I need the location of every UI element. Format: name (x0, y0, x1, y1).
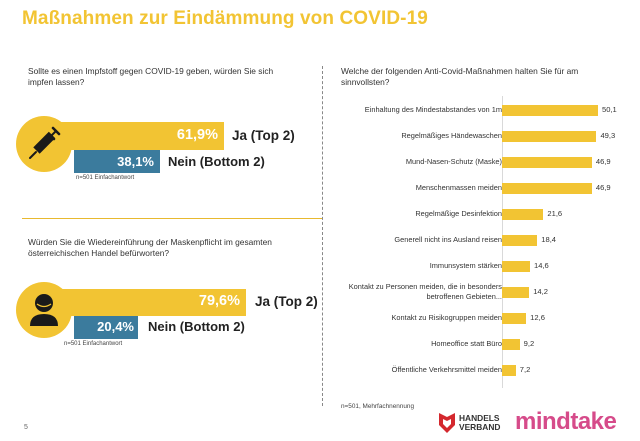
mask-basis: n=501 Einfachantwort (64, 341, 123, 347)
measure-label: Einhaltung des Mindestabstandes von 1m (364, 105, 502, 114)
syringe-icon (16, 116, 72, 172)
handelsverband-text: HANDELS VERBAND (459, 414, 500, 432)
measure-label: Menschenmassen meiden (415, 183, 502, 192)
mask-no-bar (74, 316, 138, 339)
measure-bar (502, 286, 530, 298)
vaccine-question: Sollte es einen Impfstoff gegen COVID-19… (28, 66, 274, 87)
handelsverband-mark-icon (439, 413, 455, 433)
measure-value: 46,9 (595, 157, 611, 166)
measure-value: 9,2 (523, 339, 535, 348)
mask-yes-label: Ja (Top 2) (255, 294, 318, 309)
handelsverband-line1: HANDELS (459, 413, 500, 423)
vaccine-no-bar (74, 150, 160, 173)
measure-bar (502, 182, 592, 194)
mask-yes-value: 79,6% (198, 293, 240, 309)
measure-label: Generell nicht ins Ausland reisen (394, 235, 502, 244)
vaccine-no-value: 38,1% (117, 154, 154, 169)
measure-bar (502, 312, 527, 324)
measure-label: Homeoffice statt Büro (431, 339, 502, 348)
measure-bar (502, 104, 598, 116)
vaccine-yes-value: 61,9% (176, 127, 218, 143)
measure-value: 7,2 (519, 365, 531, 374)
measure-label: Mund-Nasen-Schutz (Maske) (405, 157, 502, 166)
handelsverband-logo: HANDELS VERBAND (437, 411, 515, 437)
vaccine-basis: n=501 Einfachantwort (76, 175, 135, 181)
measure-value: 49,3 (600, 131, 616, 140)
mask-question: Würden Sie die Wiedereinführung der Mask… (28, 237, 272, 258)
mask-yes-bar (48, 289, 246, 316)
measure-value: 12,6 (530, 313, 545, 322)
measure-label: Öffentliche Verkehrsmittel meiden (391, 365, 502, 374)
measures-basis: n=501, Mehrfachnennung (341, 403, 415, 410)
section-divider (22, 218, 322, 219)
page-number: 5 (24, 424, 28, 431)
page-title: Maßnahmen zur Eindämmung von COVID-19 (22, 8, 428, 29)
measure-bar (502, 260, 530, 272)
measure-label: Kontakt zu Personen meiden, die in beson… (348, 282, 502, 301)
measure-label: Kontakt zu Risikogruppen meiden (391, 313, 502, 322)
measure-value: 46,9 (595, 183, 611, 192)
measures-question: Welche der folgenden Anti-Covid-Maßnahme… (341, 66, 579, 87)
handelsverband-line2: VERBAND (459, 422, 501, 432)
panel-divider (322, 66, 323, 406)
measure-bar (502, 156, 592, 168)
measure-bar (502, 208, 544, 220)
mask-no-value: 20,4% (97, 319, 134, 334)
measure-value: 14,6 (533, 261, 549, 270)
measure-value: 14,2 (533, 287, 548, 296)
measure-value: 18,4 (541, 235, 557, 244)
measure-bar (502, 364, 516, 376)
measure-value: 21,6 (547, 209, 563, 218)
vaccine-yes-label: Ja (Top 2) (232, 128, 295, 143)
measure-bar (502, 234, 538, 246)
vaccine-no-label: Nein (Bottom 2) (168, 154, 265, 169)
measure-bar (502, 130, 597, 142)
measure-label: Regelmäßiges Händewaschen (401, 131, 502, 140)
measure-bar (502, 338, 520, 350)
measure-label: Immunsystem stärken (429, 261, 502, 270)
masked-person-icon (16, 282, 72, 338)
mindtake-logo: mindtake (515, 408, 617, 435)
measure-value: 50,1 (602, 105, 617, 114)
mask-no-label: Nein (Bottom 2) (148, 319, 245, 334)
vaccine-yes-bar (48, 122, 224, 150)
measure-label: Regelmäßige Desinfektion (415, 209, 502, 218)
